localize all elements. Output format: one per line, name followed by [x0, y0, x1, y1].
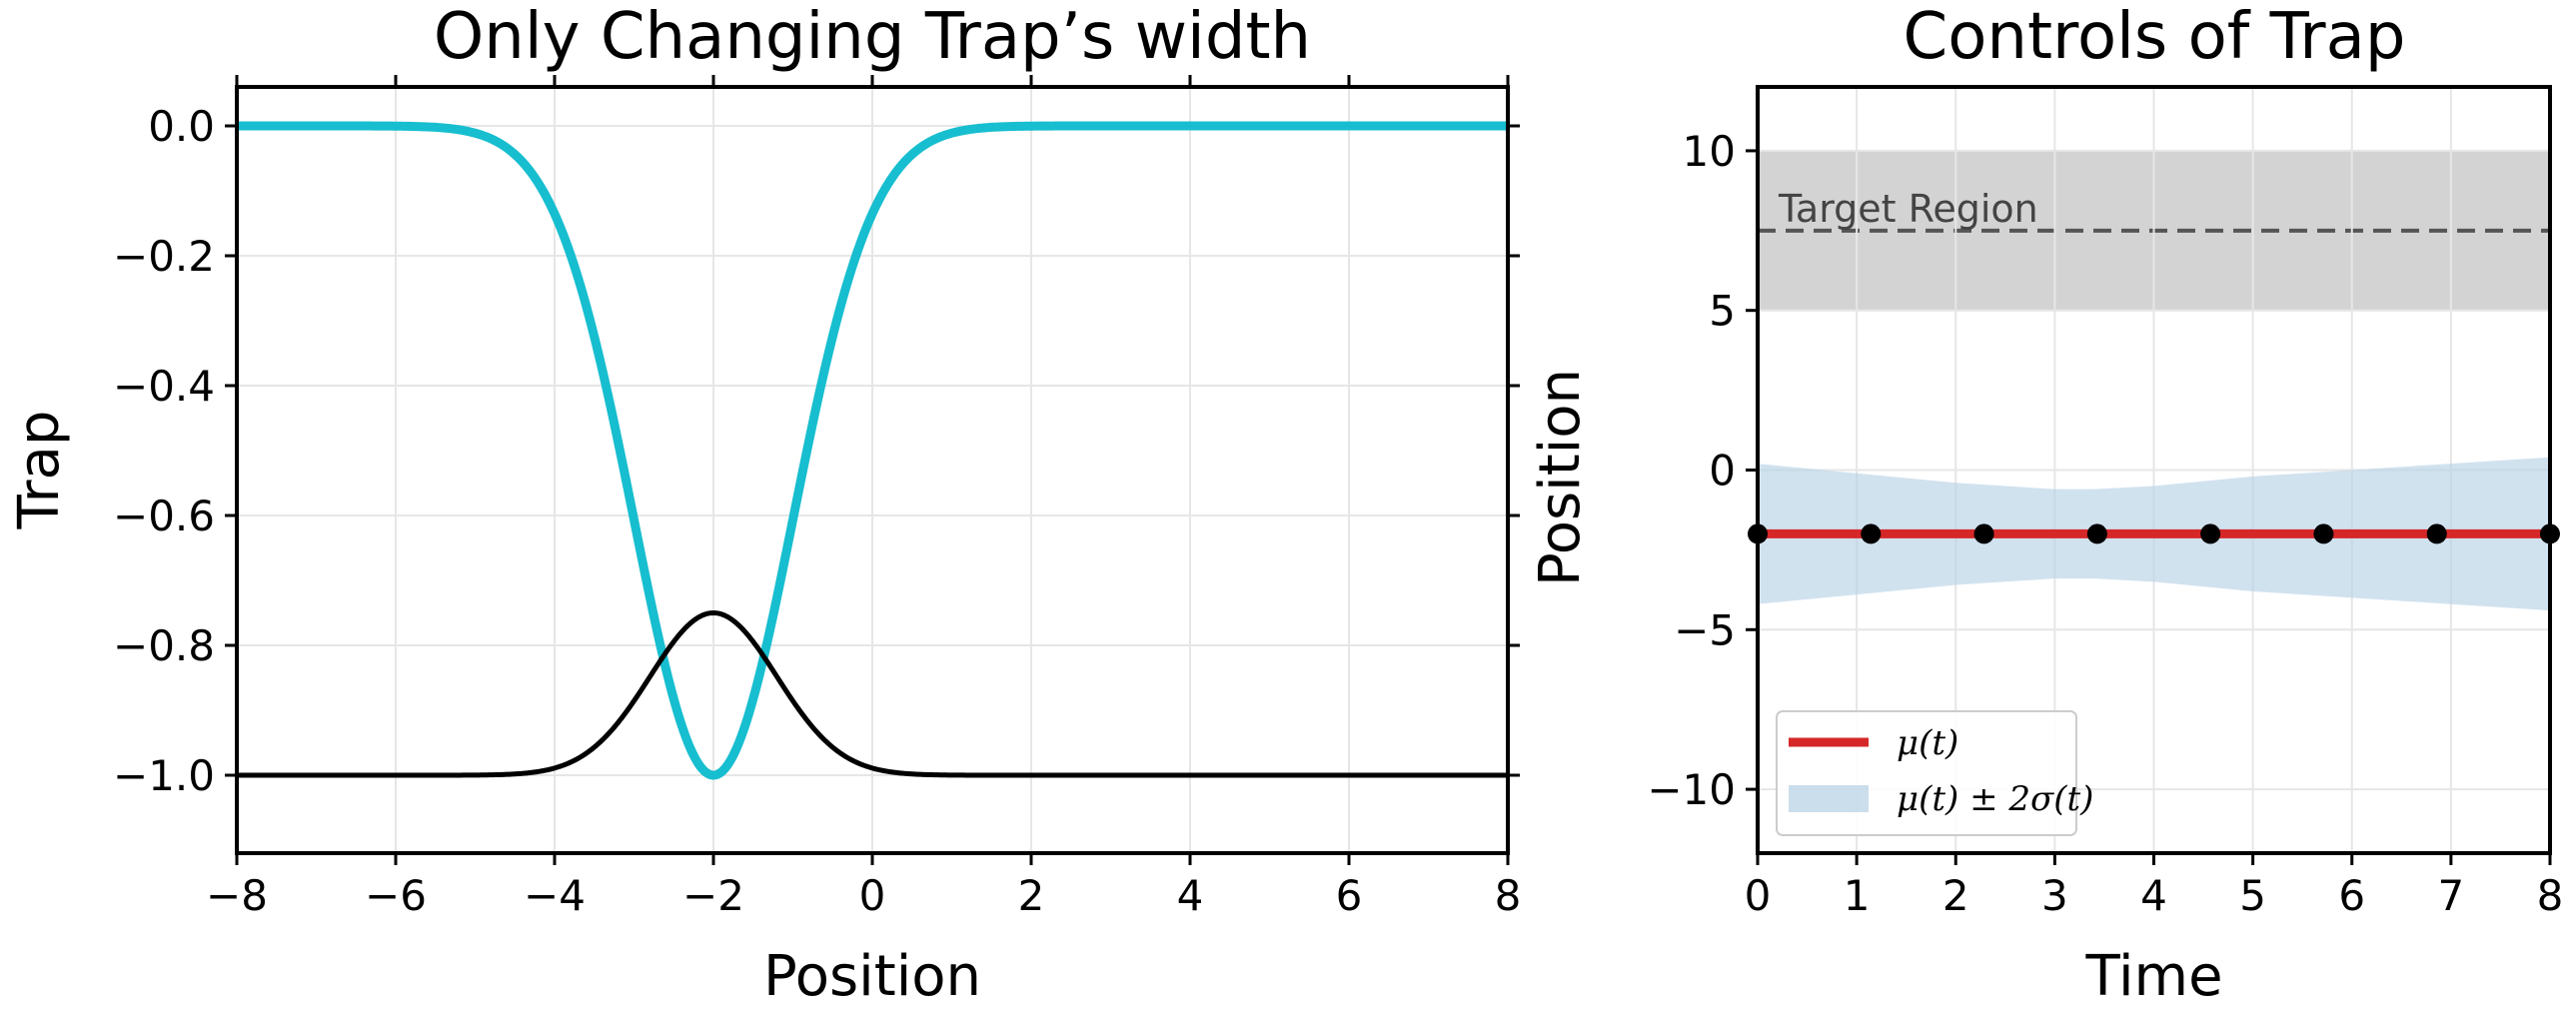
left-x-axis-label: Position	[763, 944, 981, 1009]
trap-width-chart: −8 −6 −4 −2 0 2 4 6 8 0.0 −0.2 −0.4 −0.6 −0.8 −1.0 Onl…	[7, 0, 1521, 1009]
left-y-tick-label: 0.0	[148, 102, 215, 151]
right-chart-title: Controls of Trap	[1904, 0, 2406, 74]
left-y-tick-label: −0.6	[113, 492, 215, 540]
left-x-tick-label: 0	[859, 871, 886, 920]
right-ticks: 0 1 2 3 4 5 6 7 8 10 5 0 −5 −10	[1647, 127, 2563, 920]
control-point	[2313, 523, 2334, 544]
right-x-tick-label: 4	[2140, 871, 2167, 920]
trap-curve-cyan	[234, 121, 1511, 780]
control-point	[2086, 523, 2107, 544]
left-x-tick-label: 2	[1018, 871, 1045, 920]
left-series-layer	[234, 121, 1511, 780]
control-point	[2200, 523, 2221, 544]
control-point	[2426, 523, 2447, 544]
left-x-tick-label: 8	[1495, 871, 1522, 920]
left-y-tick-label: −1.0	[113, 751, 215, 800]
target-region-label: Target Region	[1778, 187, 2038, 231]
trap-controls-chart: 0 1 2 3 4 5 6 7 8 10 5 0 −5 −10 Target Region Control…	[1528, 0, 2563, 1009]
left-y-axis-label: Trap	[7, 411, 72, 530]
legend-band-label: μ(t) ± 2σ(t)	[1897, 779, 2093, 819]
left-y-tick-label: −0.8	[113, 621, 215, 670]
right-y-tick-label: 10	[1683, 127, 1736, 176]
legend: μ(t) μ(t) ± 2σ(t)	[1776, 710, 2093, 836]
control-point	[1861, 523, 1882, 544]
left-x-tick-label: −4	[524, 871, 586, 920]
right-x-tick-label: 8	[2537, 871, 2564, 920]
legend-mu-label: μ(t)	[1897, 723, 1958, 763]
right-y-axis-label: Position	[1528, 369, 1593, 586]
trap-curve-black	[236, 610, 1509, 778]
right-x-axis-label: Time	[2084, 944, 2222, 1009]
left-x-tick-label: −8	[206, 871, 268, 920]
legend-band-swatch	[1789, 785, 1869, 812]
right-marker-layer	[1748, 523, 2560, 544]
left-chart-title: Only Changing Trap’s width	[434, 0, 1311, 74]
control-point	[1973, 523, 1994, 544]
right-x-tick-label: 1	[1844, 871, 1871, 920]
right-y-tick-label: 0	[1709, 447, 1736, 496]
right-x-tick-label: 0	[1745, 871, 1772, 920]
left-ticks: −8 −6 −4 −2 0 2 4 6 8 0.0 −0.2 −0.4 −0.6 −0.8 −1.0	[113, 75, 1521, 920]
left-x-tick-label: 4	[1177, 871, 1204, 920]
right-x-tick-label: 7	[2438, 871, 2465, 920]
left-x-tick-label: −2	[682, 871, 744, 920]
right-x-tick-label: 6	[2338, 871, 2365, 920]
left-y-tick-label: −0.4	[113, 362, 215, 411]
left-y-tick-label: −0.2	[113, 232, 215, 281]
right-x-tick-label: 2	[1942, 871, 1969, 920]
right-x-tick-label: 5	[2239, 871, 2266, 920]
right-y-tick-label: −10	[1647, 765, 1736, 814]
left-x-tick-label: 6	[1336, 871, 1363, 920]
right-x-tick-label: 3	[2041, 871, 2068, 920]
right-y-tick-label: 5	[1709, 287, 1736, 336]
right-y-tick-label: −5	[1674, 605, 1736, 654]
left-x-tick-label: −6	[365, 871, 427, 920]
